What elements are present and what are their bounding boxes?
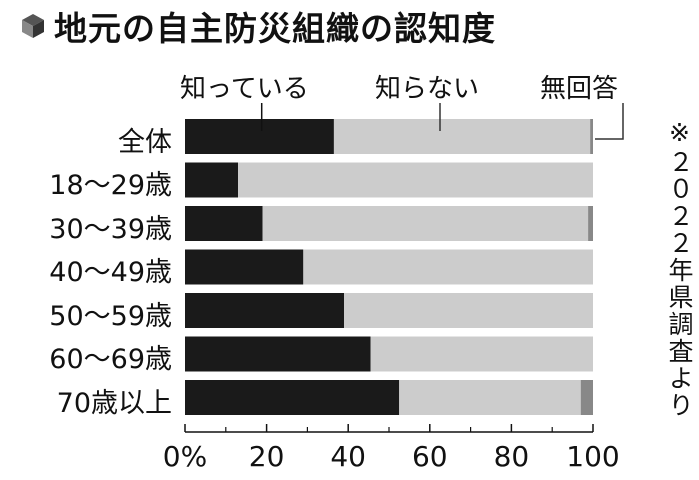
legend-label-dont-know: 知らない bbox=[375, 74, 480, 104]
bar-segment-dont-know bbox=[238, 162, 594, 198]
bar-segment-dont-know bbox=[303, 249, 593, 285]
category-label: 18〜29歳 bbox=[49, 170, 172, 201]
category-label: 60〜69歳 bbox=[49, 344, 172, 375]
legend-label-know: 知っている bbox=[180, 74, 309, 104]
bar-segment-no-answer bbox=[590, 119, 593, 154]
bar-segment-know bbox=[185, 162, 239, 198]
bar-segment-no-answer bbox=[580, 380, 593, 415]
x-tick-label: 60 bbox=[411, 440, 448, 473]
bar-segment-know bbox=[185, 119, 334, 154]
bar-segment-know bbox=[185, 336, 371, 372]
title-block: 地元の自主防災組織の認知度 bbox=[20, 5, 496, 48]
bar-segment-dont-know bbox=[262, 206, 589, 241]
category-label: 全体 bbox=[118, 126, 172, 158]
category-label: 30〜39歳 bbox=[49, 213, 172, 245]
legend-leader-no-answer bbox=[595, 103, 624, 140]
x-tick-label: 40 bbox=[330, 440, 366, 473]
x-tick-label: 80 bbox=[493, 440, 530, 473]
bar-segment-know bbox=[185, 380, 400, 415]
bar-segment-dont-know bbox=[399, 380, 581, 415]
cube-icon bbox=[22, 14, 44, 38]
category-label: 40〜49歳 bbox=[49, 257, 172, 288]
x-tick-label: 0% bbox=[162, 440, 208, 473]
chart-title: 地元の自主防災組織の認知度 bbox=[54, 9, 496, 48]
bar-segment-know bbox=[185, 206, 263, 241]
category-label: 50〜59歳 bbox=[49, 300, 172, 332]
x-tick-label: 20 bbox=[248, 440, 285, 473]
category-label: 70歳以上 bbox=[56, 387, 172, 419]
bar-segment-dont-know bbox=[370, 336, 593, 372]
legend-label-no-answer: 無回答 bbox=[540, 74, 619, 104]
bar-segment-dont-know bbox=[344, 293, 593, 328]
bar-segment-know bbox=[185, 293, 345, 328]
source-note: ※２０２２年県調査より bbox=[665, 118, 694, 419]
bar-segment-no-answer bbox=[588, 206, 593, 241]
bar-segment-know bbox=[185, 249, 304, 285]
x-tick-label: 100 bbox=[566, 440, 620, 473]
bar-segment-dont-know bbox=[333, 119, 591, 154]
